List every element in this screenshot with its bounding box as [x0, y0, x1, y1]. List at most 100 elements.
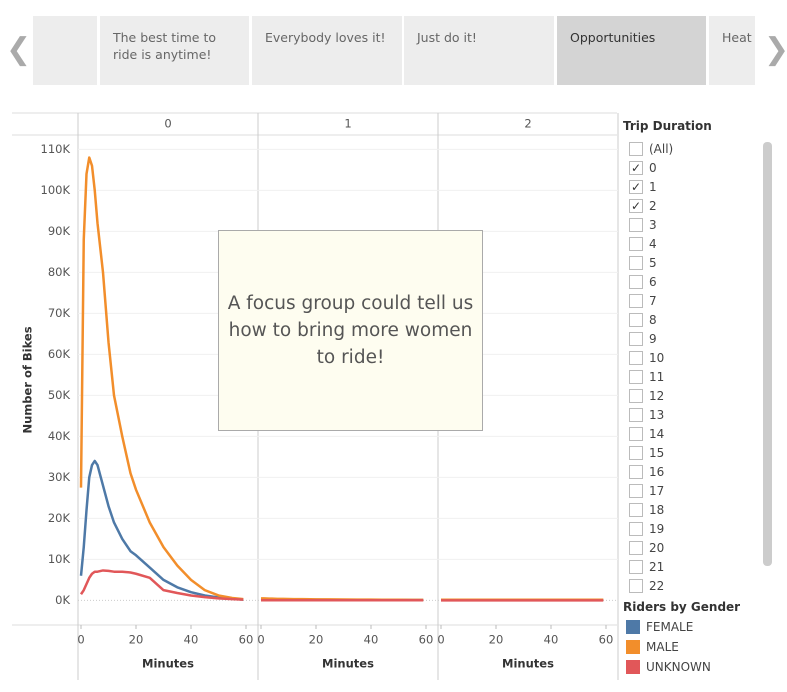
filter-label: (All) [649, 141, 674, 156]
x-tick-label: 20 [489, 633, 504, 647]
y-tick-label: 30K [48, 470, 71, 484]
story-tab[interactable]: Heat W [709, 16, 755, 85]
checkbox[interactable] [629, 407, 643, 422]
filter-label: 6 [649, 274, 657, 289]
filter-item[interactable]: 7 [629, 291, 657, 310]
y-tick-label: 110K [41, 142, 71, 156]
x-tick-label: 20 [309, 633, 324, 647]
filter-item[interactable]: 20 [629, 538, 664, 557]
filter-item[interactable]: 12 [629, 386, 664, 405]
filter-label: 10 [649, 350, 665, 365]
filter-item[interactable]: ✓ 0 [629, 158, 657, 177]
legend-item[interactable]: FEMALE [626, 620, 693, 634]
checkbox[interactable] [629, 293, 643, 308]
checkbox[interactable] [629, 274, 643, 289]
filter-item[interactable]: 15 [629, 443, 664, 462]
y-tick-label: 50K [48, 388, 71, 402]
checkbox[interactable]: ✓ [629, 198, 643, 213]
filter-item[interactable]: 14 [629, 424, 664, 443]
checkbox[interactable] [629, 521, 643, 536]
filter-label: 3 [649, 217, 657, 232]
checkbox[interactable] [629, 236, 643, 251]
x-tick-label: 60 [599, 633, 614, 647]
checkbox[interactable] [629, 578, 643, 593]
legend-swatch [626, 640, 640, 654]
filter-item[interactable]: 13 [629, 405, 664, 424]
legend-item[interactable]: MALE [626, 640, 679, 654]
legend-swatch [626, 660, 640, 674]
filter-item[interactable]: 17 [629, 481, 664, 500]
y-tick-label: 10K [48, 552, 71, 566]
filter-item[interactable]: 9 [629, 329, 657, 348]
prev-arrow[interactable]: ❮ [6, 32, 32, 67]
filter-item[interactable]: 16 [629, 462, 664, 481]
scrollbar[interactable] [763, 142, 772, 566]
facet-header: 1 [344, 117, 351, 131]
checkbox[interactable]: ✓ [629, 179, 643, 194]
filter-item[interactable]: ✓ 2 [629, 196, 657, 215]
x-tick-label: 40 [184, 633, 199, 647]
checkbox[interactable] [629, 540, 643, 555]
checkbox[interactable] [629, 483, 643, 498]
story-tab[interactable]: Everybody loves it! [252, 16, 402, 85]
filter-item[interactable]: 21 [629, 557, 664, 576]
filter-label: 21 [649, 559, 665, 574]
filter-label: 14 [649, 426, 665, 441]
filter-label: 22 [649, 578, 665, 593]
y-tick-label: 60K [48, 347, 71, 361]
x-tick-label: 0 [437, 633, 444, 647]
filter-label: 13 [649, 407, 665, 422]
checkbox[interactable] [629, 464, 643, 479]
checkbox[interactable] [629, 350, 643, 365]
filter-item[interactable]: 11 [629, 367, 664, 386]
story-tab[interactable]: Opportunities [557, 16, 706, 85]
x-axis-label: Minutes [142, 657, 194, 671]
story-tab[interactable]: The best time to ride is anytime! [100, 16, 249, 85]
filter-item[interactable]: 4 [629, 234, 657, 253]
checkbox[interactable] [629, 445, 643, 460]
legend-label: UNKNOWN [646, 660, 711, 674]
checkbox[interactable] [629, 331, 643, 346]
filter-label: 7 [649, 293, 657, 308]
checkbox[interactable] [629, 502, 643, 517]
checkbox[interactable] [629, 141, 643, 156]
checkbox[interactable] [629, 369, 643, 384]
filter-title: Trip Duration [623, 119, 712, 133]
filter-item[interactable]: 8 [629, 310, 657, 329]
filter-item[interactable]: 6 [629, 272, 657, 291]
story-tab-blank[interactable] [33, 16, 97, 85]
y-tick-label: 20K [48, 511, 71, 525]
y-tick-label: 100K [41, 183, 71, 197]
checkbox[interactable] [629, 255, 643, 270]
filter-label: 19 [649, 521, 665, 536]
legend-item[interactable]: UNKNOWN [626, 660, 711, 674]
y-tick-label: 0K [55, 593, 70, 607]
x-tick-label: 60 [239, 633, 254, 647]
checkbox[interactable] [629, 217, 643, 232]
checkbox[interactable] [629, 426, 643, 441]
filter-item[interactable]: 19 [629, 519, 664, 538]
filter-label: 20 [649, 540, 665, 555]
filter-item[interactable]: 22 [629, 576, 664, 595]
series-line [79, 156, 244, 601]
checkbox[interactable]: ✓ [629, 160, 643, 175]
y-tick-label: 40K [48, 429, 71, 443]
filter-label: 2 [649, 198, 657, 213]
filter-item[interactable]: 18 [629, 500, 664, 519]
legend-title: Riders by Gender [623, 600, 741, 614]
filter-label: 5 [649, 255, 657, 270]
story-tab[interactable]: Just do it! [404, 16, 554, 85]
filter-item[interactable]: 10 [629, 348, 664, 367]
checkbox[interactable] [629, 388, 643, 403]
filter-item[interactable]: 3 [629, 215, 657, 234]
checkbox[interactable] [629, 312, 643, 327]
filter-item[interactable]: (All) [629, 139, 673, 158]
filter-item[interactable]: 5 [629, 253, 657, 272]
filter-item[interactable]: ✓ 1 [629, 177, 657, 196]
checkbox[interactable] [629, 559, 643, 574]
y-tick-label: 90K [48, 224, 71, 238]
x-tick-label: 0 [257, 633, 264, 647]
filter-label: 8 [649, 312, 657, 327]
next-arrow[interactable]: ❯ [764, 32, 787, 67]
